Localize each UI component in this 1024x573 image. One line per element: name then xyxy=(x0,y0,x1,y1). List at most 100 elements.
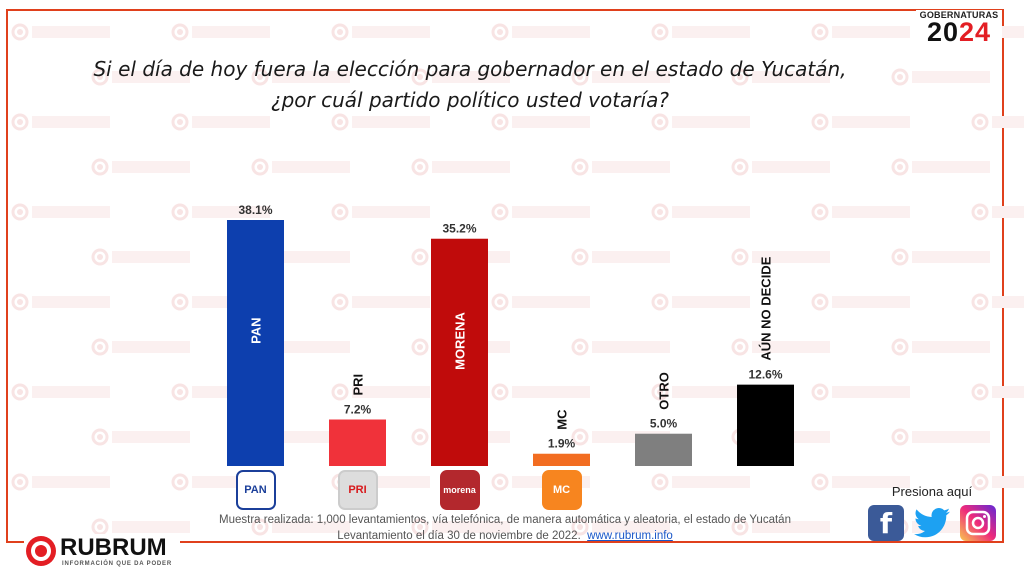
title-line-2: ¿por cuál partido político usted votaría… xyxy=(271,88,669,112)
watermark-mark xyxy=(971,203,1024,221)
category-label: AÚN NO DECIDE xyxy=(759,256,774,360)
watermark-mark xyxy=(651,203,750,221)
category-label: PAN xyxy=(249,317,264,343)
watermark-mark xyxy=(811,383,910,401)
instagram-icon[interactable] xyxy=(960,505,996,541)
watermark-mark xyxy=(251,158,350,176)
twitter-icon[interactable] xyxy=(914,505,950,541)
watermark-mark xyxy=(171,203,270,221)
watermark-mark xyxy=(491,23,590,41)
watermark-mark xyxy=(891,338,990,356)
watermark-mark xyxy=(331,113,430,131)
watermark-mark xyxy=(251,68,350,86)
bar-morena xyxy=(431,238,488,466)
watermark-mark xyxy=(91,338,190,356)
watermark-mark xyxy=(171,113,270,131)
watermark-mark xyxy=(571,338,670,356)
watermark-mark xyxy=(651,473,750,491)
badge-year: 2024 xyxy=(926,17,992,47)
slide-frame xyxy=(6,9,1004,543)
value-label: 7.2% xyxy=(344,403,372,417)
watermark-mark xyxy=(11,113,110,131)
watermark-mark xyxy=(731,68,830,86)
watermark-mark xyxy=(251,518,350,536)
watermark-mark xyxy=(731,158,830,176)
value-label: 1.9% xyxy=(548,437,576,451)
watermark-mark xyxy=(91,248,190,266)
watermark-mark xyxy=(651,113,750,131)
watermark-mark xyxy=(491,293,590,311)
badge-label: GOBERNATURAS xyxy=(919,10,999,20)
watermark-mark xyxy=(811,293,910,311)
category-label: MORENA xyxy=(453,312,468,370)
watermark-mark xyxy=(11,23,110,41)
chart-title: Si el día de hoy fuera la elección para … xyxy=(20,54,920,116)
bar-mc xyxy=(533,453,590,466)
bar-pan xyxy=(227,220,284,466)
watermark-mark xyxy=(971,473,1024,491)
rubrum-tagline: INFORMACIÓN QUE DA PODER xyxy=(62,561,172,567)
watermark-mark xyxy=(811,23,910,41)
watermark-mark xyxy=(651,293,750,311)
party-logo-morena: morena xyxy=(439,470,480,510)
watermark-mark xyxy=(571,68,670,86)
website-link[interactable]: www.rubrum.info xyxy=(587,530,673,542)
watermark-mark xyxy=(411,158,510,176)
watermark-mark xyxy=(411,518,510,536)
rubrum-target-icon xyxy=(26,536,56,566)
value-label: 35.2% xyxy=(442,222,476,236)
watermark-mark xyxy=(651,383,750,401)
watermark-mark xyxy=(91,158,190,176)
value-label: 38.1% xyxy=(238,203,272,217)
watermark-mark xyxy=(811,113,910,131)
watermark-mark xyxy=(731,248,830,266)
watermark-mark xyxy=(971,293,1024,311)
gobernaturas-badge: GOBERNATURAS 2024 xyxy=(916,10,1002,47)
bar-otro xyxy=(635,433,692,466)
party-logo-pri: PRI xyxy=(337,470,378,510)
note-line-2: Levantamiento el día 30 de noviembre de … xyxy=(337,530,581,542)
watermark-mark xyxy=(731,338,830,356)
watermark-mark xyxy=(331,203,430,221)
watermark-mark xyxy=(971,113,1024,131)
watermark-mark xyxy=(891,248,990,266)
watermark-mark xyxy=(491,383,590,401)
watermark-mark xyxy=(891,68,990,86)
watermark-mark xyxy=(971,383,1024,401)
watermark-mark xyxy=(331,23,430,41)
watermark-mark xyxy=(11,203,110,221)
watermark-mark xyxy=(891,158,990,176)
note-line-1: Muestra realizada: 1,000 levantamientos,… xyxy=(219,514,791,526)
watermark-mark xyxy=(91,428,190,446)
watermark-mark xyxy=(491,113,590,131)
rubrum-logo: RUBRUM INFORMACIÓN QUE DA PODER xyxy=(24,534,180,570)
social-links: Presiona aquí f xyxy=(864,484,1000,541)
party-logo-mc: MC xyxy=(541,470,582,510)
category-label: OTRO xyxy=(657,372,672,410)
title-line-1: Si el día de hoy fuera la elección para … xyxy=(93,57,847,81)
watermark-mark xyxy=(11,383,110,401)
bar-pri xyxy=(329,419,386,466)
bar-aún-no-decide xyxy=(737,384,794,466)
watermark-mark xyxy=(811,473,910,491)
watermark-mark xyxy=(651,23,750,41)
watermark-mark xyxy=(171,23,270,41)
category-label: PRI xyxy=(351,374,366,396)
watermark-mark xyxy=(571,518,670,536)
watermark-mark xyxy=(411,68,510,86)
watermark-mark xyxy=(731,518,830,536)
watermark-mark xyxy=(11,473,110,491)
watermark-mark xyxy=(331,293,430,311)
watermark-mark xyxy=(491,203,590,221)
value-label: 12.6% xyxy=(748,368,782,382)
facebook-icon[interactable]: f xyxy=(868,505,904,541)
social-label: Presiona aquí xyxy=(891,484,973,499)
watermark-mark xyxy=(91,68,190,86)
watermark-mark xyxy=(571,248,670,266)
watermark-mark xyxy=(891,428,990,446)
watermark-mark xyxy=(571,158,670,176)
watermark-mark xyxy=(11,293,110,311)
methodology-note: Muestra realizada: 1,000 levantamientos,… xyxy=(150,512,860,544)
value-label: 5.0% xyxy=(650,417,678,431)
